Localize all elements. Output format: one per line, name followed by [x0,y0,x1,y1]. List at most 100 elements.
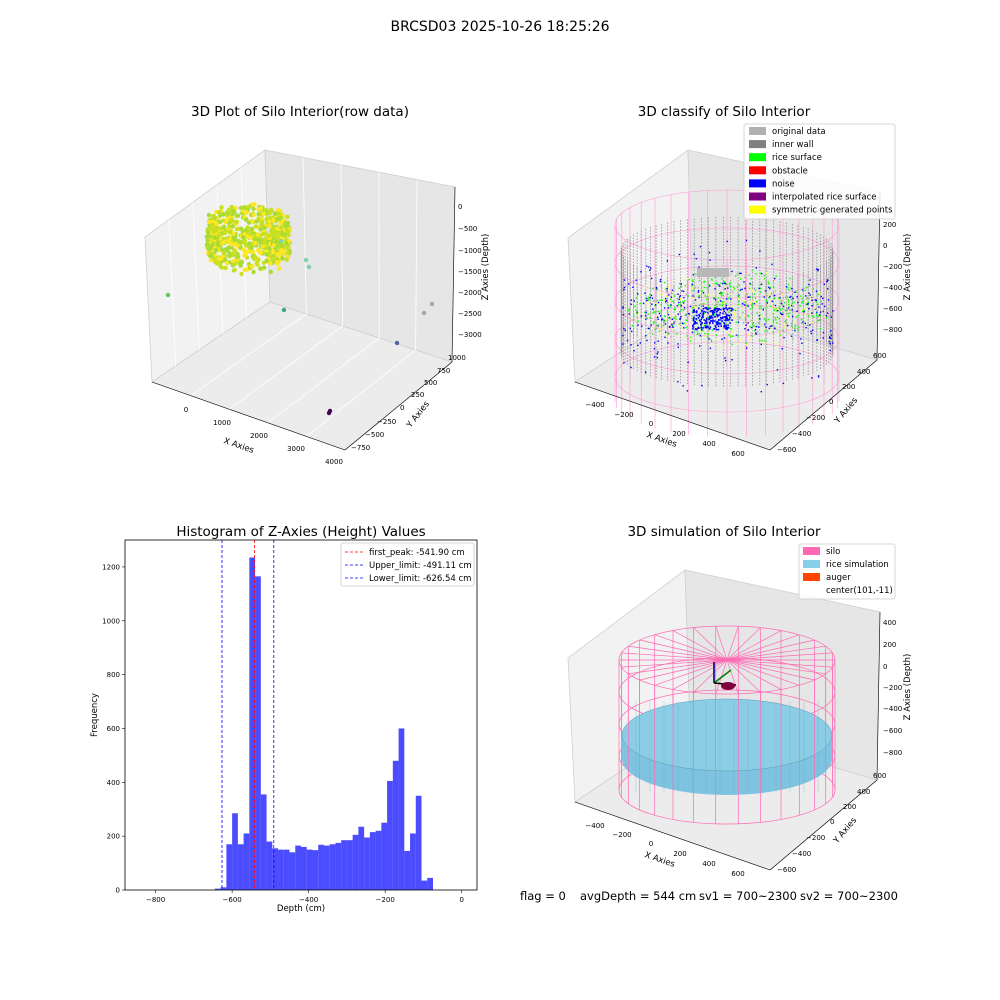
raw-point [222,257,228,262]
noise-point [686,390,689,392]
classify-point [696,331,699,333]
z-tick-simulation: 0 [883,663,887,671]
classify-point [646,299,648,302]
noise-point [710,310,713,312]
classify-point [758,322,760,324]
noise-point [830,337,832,339]
classify-point [741,288,743,290]
z-label-raw: Z Axies (Depth) [481,234,491,301]
histogram-bar [352,834,359,890]
classify-point [692,311,694,314]
noise-point [704,322,706,324]
noise-point [630,366,632,369]
classify-point [664,323,667,325]
classify-point [671,318,674,320]
classify-point [731,287,734,289]
classify-point [633,315,635,317]
classify-point [773,309,776,311]
classify-point [777,310,779,312]
classify-point [750,278,752,280]
raw-point [256,216,261,221]
classify-point [702,292,705,294]
classify-point [744,287,746,290]
noise-point [723,310,725,313]
classify-point [740,295,743,297]
classify-point [797,304,799,306]
classify-point [764,318,766,320]
classify-point [761,272,763,275]
raw-point [256,211,261,217]
classify-point [750,337,752,340]
noise-point [661,318,664,320]
classify-point [817,315,819,318]
classify-point [664,315,666,317]
noise-point [725,306,727,309]
classify-point [815,314,818,317]
noise-point [717,314,720,317]
raw-point [275,259,280,264]
noise-point [644,371,647,373]
raw-point [221,251,227,256]
classify-point [751,269,754,272]
classify-point [714,307,716,309]
noise-point [704,326,707,329]
classify-point [674,315,677,318]
noise-point [747,329,749,331]
classify-point [674,320,677,323]
raw-point [279,248,284,253]
noise-point [815,290,818,292]
classify-point [745,342,748,344]
classify-point [780,291,783,294]
classify-point [660,332,662,334]
x-tick-raw: 1000 [213,419,231,427]
classify-point [691,288,693,290]
classify-point [767,306,769,308]
noise-point [829,336,831,338]
classify-point [765,272,768,274]
classify-point [708,293,710,295]
classify-point [769,296,771,298]
legend-swatch [749,205,766,214]
classify-point [744,315,746,317]
classify-point [750,283,752,286]
histogram-bar [364,837,370,890]
classify-point [662,319,665,321]
classify-point [808,292,810,294]
silo-roof-spoke [726,630,782,661]
classify-point [668,286,670,289]
legend-label: first_peak: -541.90 cm [369,548,465,558]
legend-classify: original data inner wall rice surface obsta… [743,123,896,220]
histogram-y-tick-label: 600 [107,725,120,733]
classify-point [683,279,685,281]
silo-roof-spoke [726,659,826,675]
classify-point [652,287,654,289]
classify-point [743,300,745,302]
noise-point [745,239,748,242]
classify-point [812,318,815,320]
histogram-bar [306,849,313,890]
raw-point [226,238,232,243]
classify-point [788,289,790,291]
classify-point [754,289,757,291]
classify-point [723,290,725,293]
classify-point [769,286,772,288]
classify-point [695,304,697,307]
noise-point [622,306,624,308]
classify-point [772,306,774,309]
classify-point [763,296,765,298]
classify-point [692,295,694,297]
x-tick-raw: 0 [184,406,188,414]
classify-point [694,314,697,317]
silo-roof-spoke [654,634,728,661]
classify-point [714,296,716,299]
classify-point [729,285,732,288]
noise-point [656,353,659,355]
classify-point [793,322,795,324]
classify-point [737,298,740,300]
noise-point [695,329,697,331]
classify-point [647,327,649,330]
noise-point [771,325,773,327]
classify-point [699,330,701,332]
classify-point [686,286,688,288]
classify-point [791,309,793,311]
